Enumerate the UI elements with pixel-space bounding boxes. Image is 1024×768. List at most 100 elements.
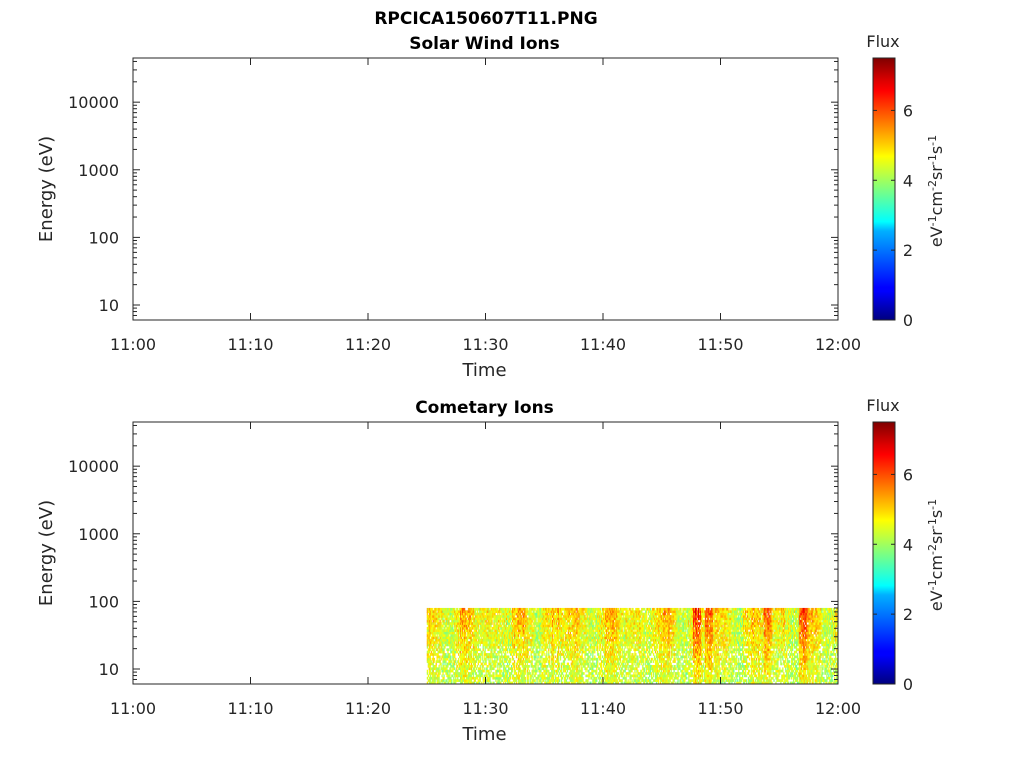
spectrogram-cell — [538, 674, 540, 678]
spectrogram-cell — [535, 664, 537, 668]
spectrogram-cell — [426, 626, 429, 630]
spectrogram-cell — [441, 610, 443, 613]
spectrogram-cell — [608, 650, 611, 654]
spectrogram-cell — [523, 672, 525, 675]
spectrogram-cell — [518, 648, 521, 652]
spectrogram-cell — [560, 622, 563, 625]
spectrogram-cell — [553, 629, 555, 633]
spectrogram-cell — [595, 626, 597, 630]
spectrogram-cell — [554, 629, 556, 633]
spectrogram-cell — [427, 643, 430, 647]
spectrogram-cell — [429, 619, 431, 623]
spectrogram-cell — [538, 676, 540, 680]
spectrogram-cell — [534, 617, 536, 621]
spectrogram-cell — [488, 653, 490, 656]
spectrogram-cell — [591, 626, 593, 630]
spectrogram-cell — [447, 641, 449, 644]
spectrogram-cell — [549, 660, 551, 663]
spectrogram-cell — [534, 638, 536, 642]
spectrogram-cell — [541, 615, 543, 618]
spectrogram-cell — [573, 672, 575, 675]
spectrogram-cell — [463, 641, 466, 644]
spectrogram-cell — [502, 662, 504, 666]
spectrogram-cell — [602, 629, 604, 633]
spectrogram-cell — [492, 672, 494, 675]
spectrogram-cell — [507, 631, 509, 635]
spectrogram-cell — [540, 636, 542, 640]
spectrogram-cell — [557, 629, 560, 633]
spectrogram-cell — [571, 681, 573, 685]
spectrogram-cell — [437, 607, 439, 611]
spectrogram-cell — [448, 617, 450, 621]
spectrogram-cell — [486, 664, 488, 668]
spectrogram-cell — [570, 643, 572, 647]
spectrogram-cell — [561, 622, 564, 625]
spectrogram-cell — [582, 648, 584, 652]
spectrogram-cell — [533, 610, 535, 613]
spectrogram-cell — [440, 667, 442, 671]
spectrogram-cell — [603, 636, 606, 640]
spectrogram-cell — [509, 648, 512, 652]
spectrogram-cell — [606, 664, 609, 668]
spectrogram-cell — [535, 653, 537, 656]
spectrogram-cell — [445, 638, 447, 642]
spectrogram-cell — [589, 634, 591, 637]
spectrogram-cell — [530, 626, 532, 630]
spectrogram-cell — [544, 617, 546, 621]
spectrogram-cell — [591, 636, 593, 640]
spectrogram-cell — [538, 612, 540, 616]
spectrogram-cell — [490, 650, 492, 654]
spectrogram-cell — [492, 645, 494, 649]
spectrogram-cell — [536, 615, 538, 618]
spectrogram-cell — [572, 657, 574, 661]
spectrogram-cell — [489, 615, 491, 618]
spectrogram-cell — [508, 645, 510, 649]
spectrogram-cell — [578, 650, 580, 654]
spectrogram-cell — [560, 674, 563, 678]
spectrogram-cell — [486, 679, 488, 682]
colorbar-tick-label: 4 — [903, 171, 913, 190]
spectrogram-cell — [515, 631, 518, 635]
spectrogram-cell — [584, 643, 586, 647]
spectrogram-cell — [527, 643, 529, 647]
spectrogram-cell — [539, 612, 541, 616]
spectrogram-cell — [535, 636, 537, 640]
spectrogram-cell — [578, 615, 580, 618]
spectrogram-cell — [456, 672, 458, 675]
spectrogram-cell — [581, 669, 583, 673]
spectrogram-cell — [554, 612, 556, 616]
spectrogram-cell — [533, 626, 535, 630]
spectrogram-cell — [461, 672, 463, 675]
spectrogram-cell — [427, 657, 430, 661]
spectrogram-cell — [465, 617, 468, 621]
spectrogram-cell — [439, 662, 441, 666]
spectrogram-cell — [549, 674, 551, 678]
spectrogram-cell — [603, 610, 605, 613]
spectrogram-cell — [477, 667, 479, 671]
spectrogram-cell — [462, 643, 465, 647]
spectrogram-cell — [470, 655, 473, 659]
spectrogram-cell — [558, 634, 561, 637]
spectrogram-cell — [453, 660, 455, 663]
spectrogram-cell — [570, 626, 572, 630]
spectrogram-cell — [593, 674, 595, 678]
spectrogram-cell — [476, 636, 478, 640]
spectrogram-cell — [584, 638, 586, 642]
spectrogram-cell — [436, 624, 438, 628]
spectrogram-cell — [527, 622, 529, 625]
spectrogram-cell — [569, 631, 571, 635]
spectrogram-cell — [515, 607, 518, 611]
spectrogram-cell — [517, 664, 520, 668]
spectrogram-cell — [603, 664, 605, 668]
spectrogram-cell — [543, 629, 545, 633]
spectrogram-cell — [464, 662, 467, 666]
spectrogram-cell — [532, 617, 534, 621]
spectrogram-cell — [587, 664, 589, 668]
spectrogram-cell — [603, 612, 605, 616]
spectrogram-cell — [442, 641, 444, 644]
spectrogram-cell — [569, 674, 571, 678]
spectrogram-cell — [517, 669, 520, 673]
spectrogram-cell — [593, 607, 595, 611]
spectrogram-cell — [472, 653, 475, 656]
spectrogram-cell — [454, 672, 456, 675]
